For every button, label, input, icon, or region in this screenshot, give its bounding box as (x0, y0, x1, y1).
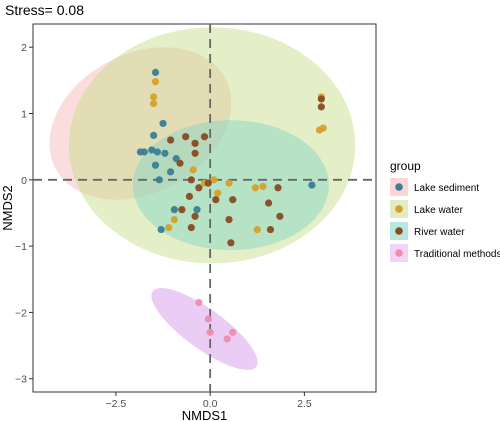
point-lake-water (150, 93, 158, 101)
point-lake-water (214, 189, 222, 197)
legend-item-traditional-methods: Traditional methods (390, 244, 500, 262)
y-tick-label: −1 (15, 241, 27, 253)
point-river-water (185, 192, 194, 200)
point-lake-water (150, 99, 158, 108)
point-lake-sediment (161, 149, 169, 157)
point-lake-sediment (148, 146, 156, 154)
point-lake-sediment (151, 68, 160, 77)
point-river-water (182, 133, 190, 141)
points-layer (136, 68, 327, 343)
point-river-water (187, 176, 195, 184)
ellipse-lake-water (68, 27, 356, 264)
point-traditional-methods (195, 298, 203, 307)
point-river-water (229, 196, 237, 204)
point-traditional-methods (204, 315, 212, 323)
y-axis-label: NMDS2 (0, 185, 15, 231)
point-lake-sediment (308, 181, 316, 189)
y-tick-label: −3 (15, 374, 27, 386)
legend-key-point (395, 249, 403, 257)
point-lake-sediment (136, 148, 145, 156)
y-tick-label: 2 (21, 42, 27, 54)
point-lake-sediment (150, 131, 158, 139)
point-lake-sediment (157, 225, 165, 234)
point-river-water (191, 212, 199, 220)
point-river-water (191, 139, 199, 147)
legend-key-point (395, 205, 403, 213)
chart-title: Stress= 0.08 (5, 2, 84, 18)
legend-label: Lake sediment (414, 183, 479, 194)
legend-label: River water (414, 227, 465, 238)
legend-item-river-water: River water (390, 222, 465, 240)
point-lake-water (225, 179, 233, 187)
point-river-water (200, 133, 209, 141)
point-river-water (264, 199, 273, 207)
point-lake-water (189, 166, 197, 174)
x-axis-label: NMDS1 (182, 408, 228, 421)
point-river-water (166, 136, 175, 144)
legend-label: Traditional methods (414, 249, 500, 260)
point-river-water (195, 184, 203, 192)
point-river-water (176, 159, 184, 167)
point-lake-water (151, 78, 160, 86)
y-axis: −3 −2 −1 0 1 2 (15, 42, 33, 386)
legend: group Lake sediment Lake water River water… (390, 159, 500, 262)
legend-key-point (395, 183, 403, 191)
y-tick-label: 0 (21, 175, 27, 187)
point-traditional-methods (229, 328, 237, 336)
x-tick-label: 2.5 (297, 398, 312, 410)
point-river-water (227, 239, 235, 247)
y-tick-label: 1 (21, 109, 27, 121)
legend-item-lake-water: Lake water (390, 200, 464, 218)
point-lake-water (165, 223, 173, 232)
point-river-water (266, 225, 275, 234)
point-river-water (225, 216, 233, 224)
legend-title: group (390, 159, 421, 173)
point-lake-water (170, 216, 178, 224)
point-lake-sediment (159, 119, 167, 128)
plot-area (32, 23, 377, 393)
x-tick-label: −2.5 (106, 398, 127, 410)
point-lake-sediment (151, 161, 160, 169)
point-river-water (212, 196, 220, 204)
point-river-water (187, 223, 195, 232)
point-river-water (317, 103, 325, 111)
point-river-water (178, 206, 186, 214)
point-traditional-methods (206, 328, 214, 336)
legend-key-point (395, 227, 403, 235)
legend-label: Lake water (414, 205, 464, 216)
legend-item-lake-sediment: Lake sediment (390, 178, 479, 196)
point-lake-water (210, 176, 218, 184)
point-lake-water (251, 184, 259, 192)
point-lake-sediment (193, 206, 201, 214)
point-lake-water (253, 225, 261, 234)
point-traditional-methods (223, 335, 231, 343)
y-tick-label: −2 (15, 307, 27, 319)
point-river-water (204, 179, 212, 187)
point-river-water (274, 184, 282, 192)
point-lake-sediment (166, 168, 175, 176)
point-lake-sediment (170, 206, 178, 214)
point-river-water (276, 212, 284, 220)
x-tick-label: 0.0 (203, 398, 218, 410)
point-river-water (191, 149, 199, 157)
ellipse-traditional-methods (151, 288, 258, 370)
point-lake-sediment (153, 148, 161, 156)
point-lake-water (259, 182, 267, 191)
point-river-water (317, 95, 325, 103)
point-lake-water (319, 124, 327, 132)
panel-border (32, 23, 377, 393)
point-lake-sediment (155, 176, 163, 184)
x-axis: −2.5 0.0 2.5 (106, 392, 312, 410)
